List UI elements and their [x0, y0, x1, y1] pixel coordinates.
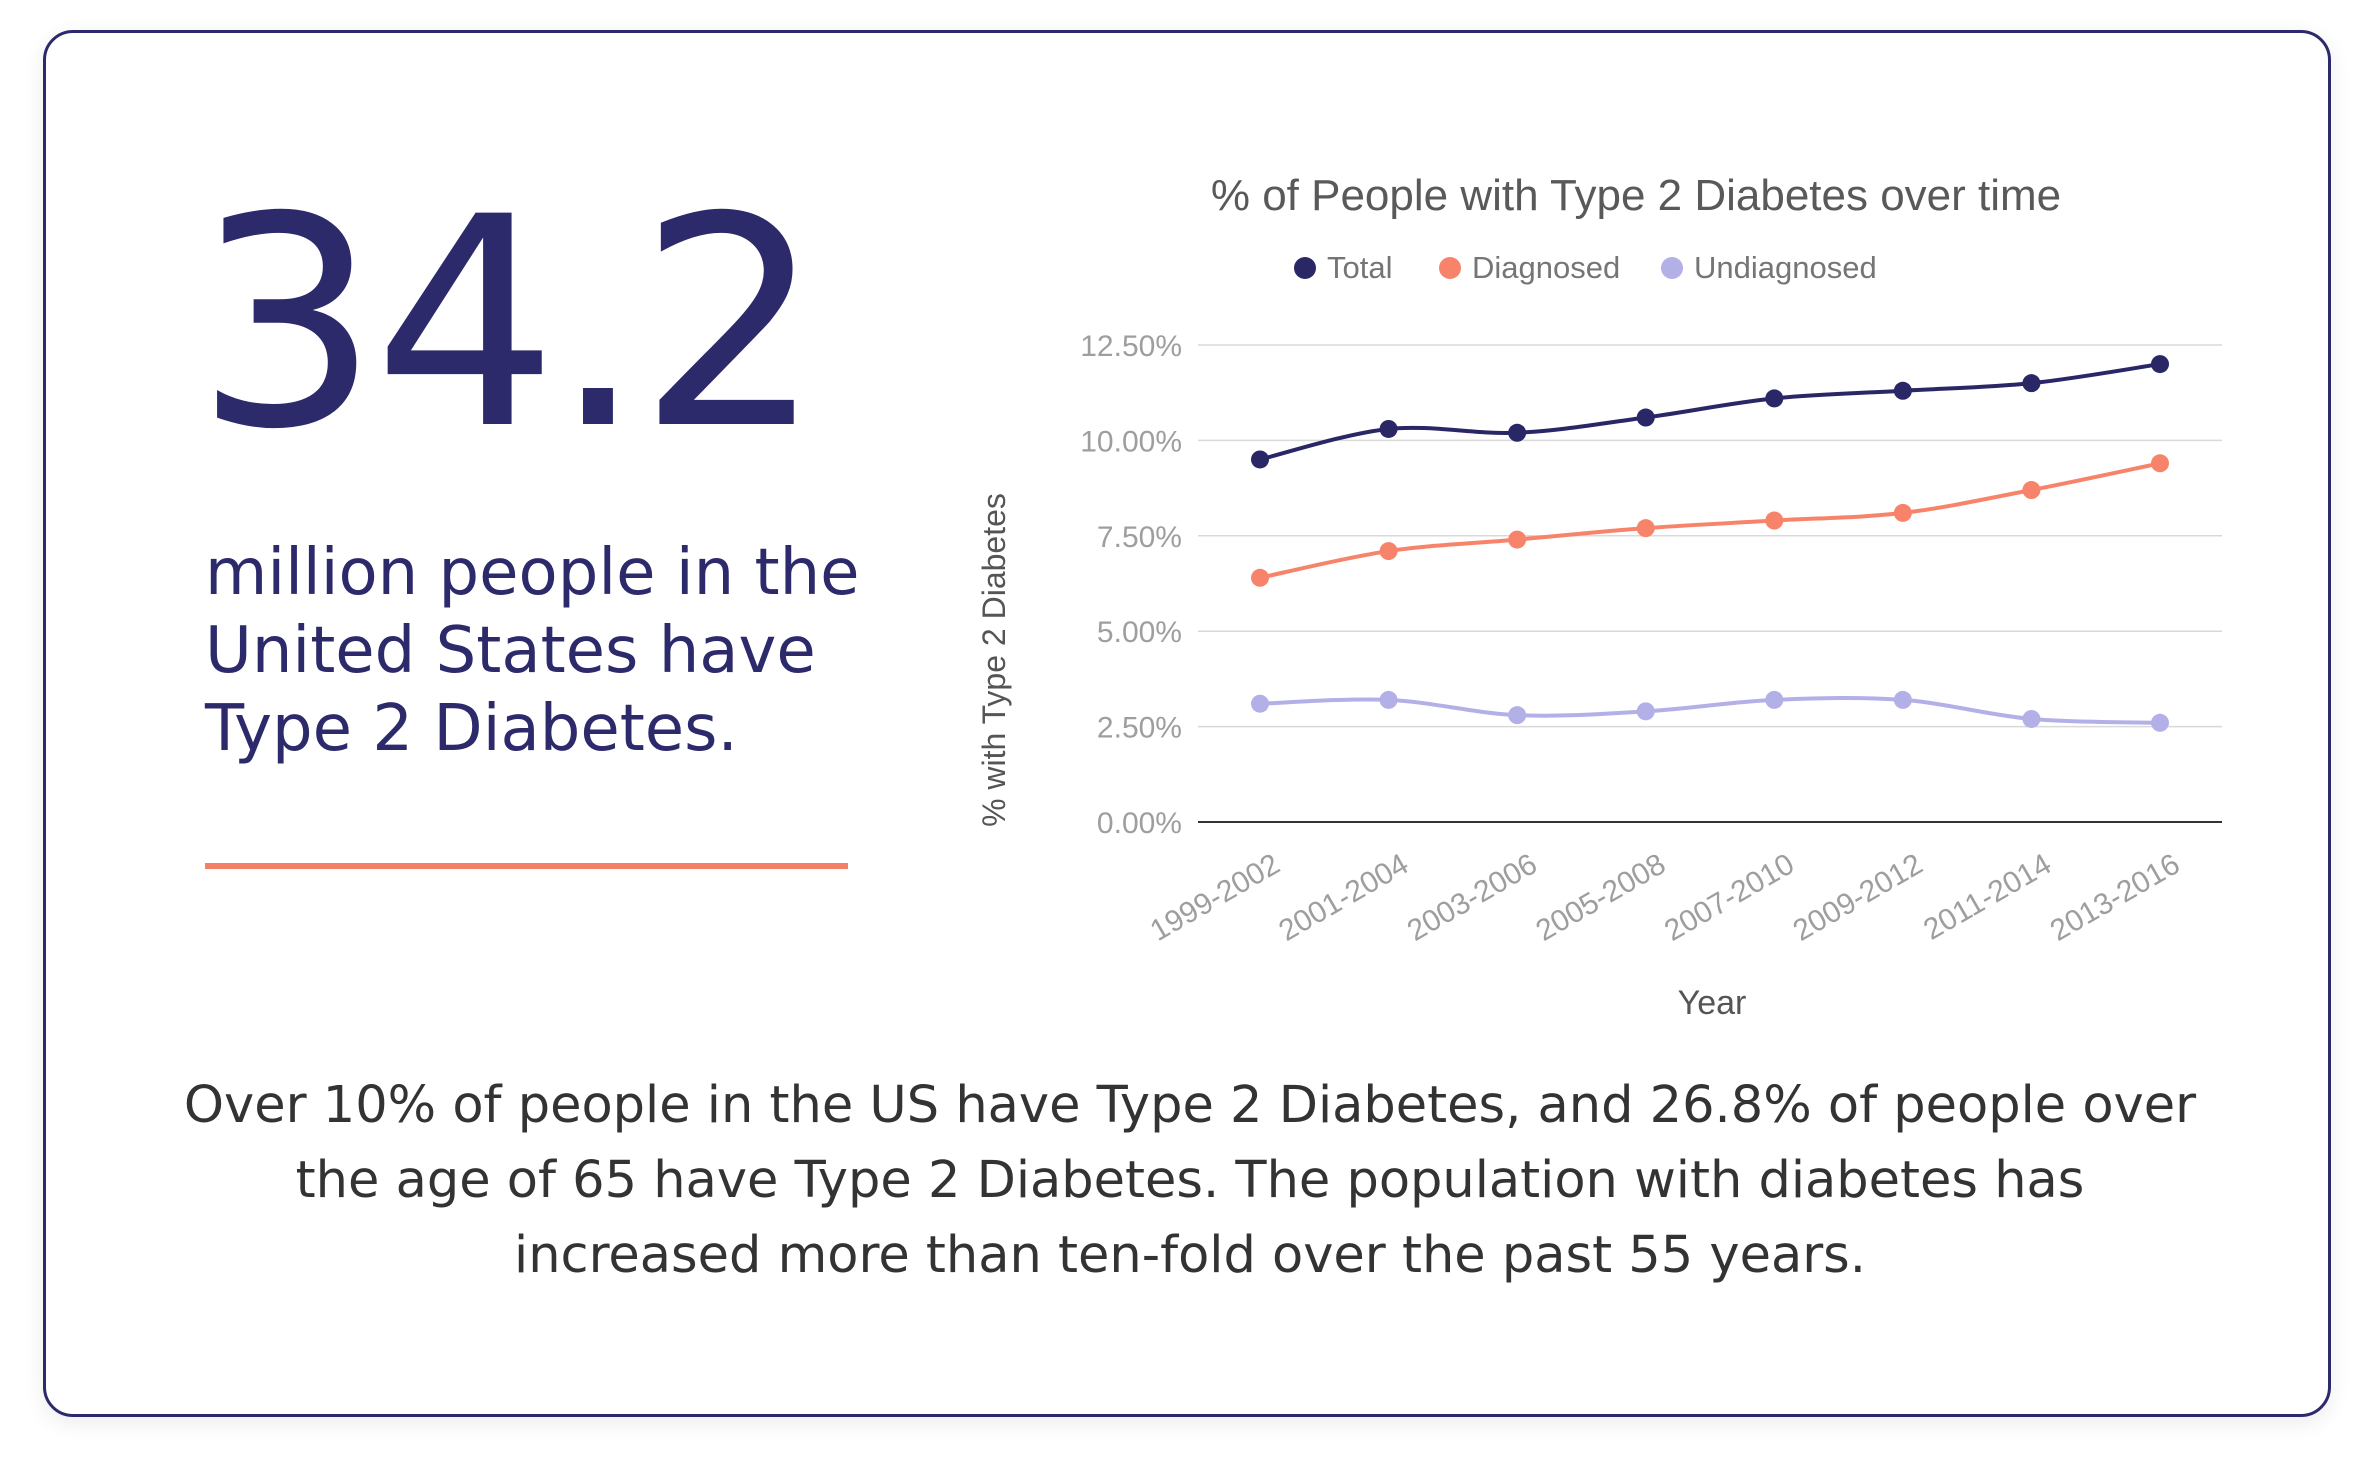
data-point-total — [1893, 381, 1912, 400]
legend-marker-diagnosed — [1439, 257, 1461, 279]
legend-label-total: Total — [1327, 250, 1392, 285]
data-point-total — [1636, 408, 1655, 427]
data-point-undiagnosed — [2022, 709, 2041, 728]
legend-label-undiagnosed: Undiagnosed — [1694, 250, 1877, 285]
data-point-diagnosed — [2151, 454, 2169, 473]
data-point-total — [2151, 355, 2169, 374]
x-tick-label: 1999-2002 — [1145, 847, 1286, 947]
diabetes-line-chart: % of People with Type 2 Diabetes over ti… — [976, 171, 2222, 1022]
legend-marker-total — [1294, 257, 1316, 279]
chart-legend: Total Diagnosed Undiagnosed — [1294, 250, 1877, 285]
y-tick-label: 12.50% — [1080, 330, 1182, 363]
footer-text: Over 10% of people in the US have Type 2… — [183, 1076, 2197, 1285]
data-point-diagnosed — [1765, 511, 1784, 530]
x-axis-ticks: 1999-20022001-20042003-20062005-20082007… — [1145, 847, 2186, 947]
y-tick-label: 10.00% — [1080, 425, 1182, 458]
data-point-undiagnosed — [1636, 702, 1655, 721]
series-line-diagnosed — [1259, 461, 2161, 580]
chart-title: % of People with Type 2 Diabetes over ti… — [1211, 171, 2061, 220]
data-point-diagnosed — [2022, 481, 2041, 500]
headline-number: 34.2 — [195, 156, 823, 493]
series-line-total — [1259, 362, 2161, 462]
x-tick-label: 2003-2006 — [1402, 847, 1543, 947]
x-tick-label: 2013-2016 — [2045, 847, 2186, 947]
legend-label-diagnosed: Diagnosed — [1472, 250, 1620, 285]
data-point-undiagnosed — [2151, 713, 2169, 732]
chart-series — [1251, 355, 2169, 732]
data-point-total — [1251, 450, 1269, 469]
accent-divider — [205, 863, 848, 869]
x-tick-label: 2001-2004 — [1273, 847, 1414, 947]
data-point-diagnosed — [1636, 519, 1655, 538]
series-line-undiagnosed — [1259, 695, 2161, 725]
summary-card — [43, 30, 2331, 1417]
data-point-undiagnosed — [1765, 690, 1784, 709]
x-tick-label: 2009-2012 — [1788, 847, 1929, 947]
data-point-diagnosed — [1508, 530, 1527, 549]
data-point-diagnosed — [1251, 568, 1269, 587]
y-tick-label: 5.00% — [1097, 616, 1182, 649]
chart-gridlines — [1198, 344, 2222, 823]
legend-marker-undiagnosed — [1661, 257, 1683, 279]
y-axis-ticks: 0.00% 2.50% 5.00% 7.50% 10.00% 12.50% — [1080, 330, 1182, 840]
data-point-total — [1508, 423, 1527, 442]
x-tick-label: 2011-2014 — [1918, 847, 2057, 946]
data-point-undiagnosed — [1893, 690, 1912, 709]
x-tick-label: 2007-2010 — [1659, 847, 1800, 947]
y-tick-label: 2.50% — [1097, 712, 1182, 745]
y-tick-label: 0.00% — [1097, 807, 1182, 840]
data-point-total — [2022, 374, 2041, 393]
data-point-diagnosed — [1893, 503, 1912, 522]
data-point-undiagnosed — [1251, 694, 1269, 713]
data-point-undiagnosed — [1508, 706, 1527, 725]
x-axis-label: Year — [1678, 984, 1747, 1022]
headline-text: million people in the United States have… — [205, 536, 860, 766]
x-tick-label: 2005-2008 — [1530, 847, 1671, 947]
data-point-diagnosed — [1379, 542, 1398, 561]
data-point-total — [1765, 389, 1784, 408]
data-point-undiagnosed — [1379, 690, 1398, 709]
y-tick-label: 7.50% — [1097, 521, 1182, 554]
data-point-total — [1379, 419, 1398, 438]
y-axis-label: % with Type 2 Diabetes — [976, 493, 1012, 827]
